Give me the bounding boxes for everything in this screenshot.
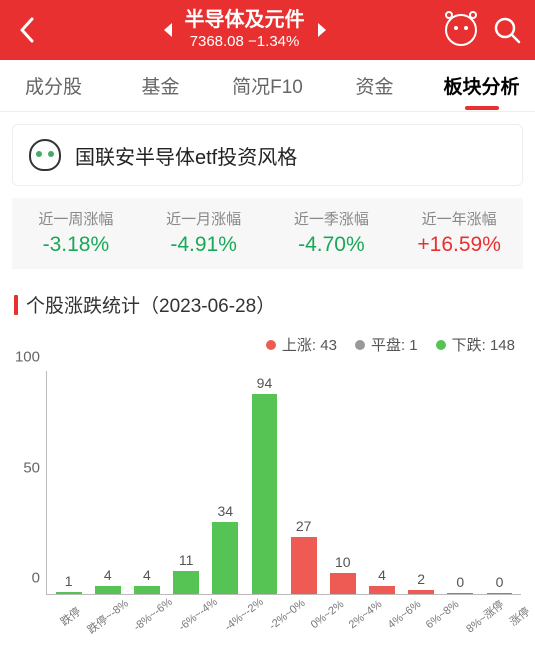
- bar-value-label: 4: [378, 567, 386, 583]
- bar-value-label: 1: [65, 573, 73, 589]
- bar-value-label: 94: [257, 375, 273, 391]
- bar-col-3: 11: [167, 371, 206, 594]
- section-title: 个股涨跌统计（2023-06-28）: [26, 291, 275, 318]
- stat-value: -4.70%: [268, 233, 396, 257]
- stat-3: 近一年涨幅 +16.59%: [395, 198, 523, 269]
- tab-3[interactable]: 资金: [321, 62, 428, 109]
- bar-col-11: 0: [480, 371, 519, 594]
- legend-up-text: 上涨: 43: [282, 334, 337, 355]
- bar-col-10: 0: [441, 371, 480, 594]
- chart-legend: 上涨: 43 平盘: 1 下跌: 148: [20, 334, 515, 355]
- bar-value-label: 4: [104, 567, 112, 583]
- bar: [252, 394, 278, 594]
- header: 半导体及元件 7368.08 −1.34%: [0, 0, 535, 60]
- tab-0[interactable]: 成分股: [0, 62, 107, 109]
- bar: [212, 522, 238, 594]
- tab-1[interactable]: 基金: [107, 62, 214, 109]
- bar-chart: 050100 14411349427104200 跌停跌停~-8%-8%~-6%…: [8, 363, 525, 643]
- bar-col-1: 4: [88, 371, 127, 594]
- y-axis: 050100: [8, 363, 44, 595]
- bar: [134, 586, 160, 594]
- y-tick: 0: [32, 570, 40, 587]
- invest-style-text: 国联安半导体etf投资风格: [75, 141, 297, 170]
- stat-label: 近一季涨幅: [268, 208, 396, 229]
- bar-value-label: 11: [179, 552, 194, 568]
- invest-style-card[interactable]: 国联安半导体etf投资风格: [12, 124, 523, 186]
- bar-value-label: 2: [417, 571, 425, 587]
- back-button[interactable]: [10, 17, 44, 43]
- y-tick: 100: [15, 349, 40, 366]
- header-subtitle: 7368.08 −1.34%: [185, 33, 305, 52]
- legend-flat-text: 平盘: 1: [371, 334, 418, 355]
- bar-value-label: 10: [335, 554, 351, 570]
- header-title: 半导体及元件: [185, 8, 305, 33]
- stat-value: +16.59%: [395, 233, 523, 257]
- bar-value-label: 0: [456, 574, 464, 590]
- y-tick: 50: [23, 459, 40, 476]
- legend-flat: 平盘: 1: [355, 334, 418, 355]
- robot-icon: [29, 139, 61, 171]
- tab-4[interactable]: 板块分析: [428, 62, 535, 109]
- bar-value-label: 27: [296, 518, 312, 534]
- bar-value-label: 4: [143, 567, 151, 583]
- tab-2[interactable]: 简况F10: [214, 62, 321, 109]
- triangle-left-icon: [162, 22, 174, 38]
- stat-0: 近一周涨幅 -3.18%: [12, 198, 140, 269]
- bar: [56, 592, 82, 594]
- bar-value-label: 0: [496, 574, 504, 590]
- stats-row: 近一周涨幅 -3.18%近一月涨幅 -4.91%近一季涨幅 -4.70% 近一年涨幅 +1…: [12, 198, 523, 269]
- bar: [173, 571, 199, 594]
- bar-col-4: 34: [206, 371, 245, 594]
- bar: [291, 537, 317, 594]
- stat-label: 近一年涨幅: [395, 208, 523, 229]
- stat-label: 近一月涨幅: [140, 208, 268, 229]
- stat-value: -4.91%: [140, 233, 268, 257]
- bar-col-2: 4: [127, 371, 166, 594]
- header-value: 7368.08: [190, 33, 244, 50]
- bar-value-label: 34: [217, 503, 233, 519]
- stat-1: 近一月涨幅 -4.91%: [140, 198, 268, 269]
- bar-col-8: 4: [362, 371, 401, 594]
- stat-label: 近一周涨幅: [12, 208, 140, 229]
- triangle-right-icon: [316, 22, 328, 38]
- header-change: −1.34%: [248, 33, 299, 50]
- dot-icon: [436, 340, 446, 350]
- legend-up: 上涨: 43: [266, 334, 337, 355]
- next-stock-button[interactable]: [315, 22, 329, 38]
- stat-2: 近一季涨幅 -4.70%: [268, 198, 396, 269]
- bar: [447, 593, 473, 594]
- tab-bar: 成分股基金简况F10资金板块分析: [0, 60, 535, 112]
- dot-icon: [266, 340, 276, 350]
- stat-value: -3.18%: [12, 233, 140, 257]
- section-header: 个股涨跌统计（2023-06-28）: [14, 291, 521, 318]
- chevron-left-icon: [19, 17, 35, 43]
- section-accent-bar: [14, 295, 18, 315]
- bar-col-9: 2: [402, 371, 441, 594]
- bars-container: 1 4 4 11 34 94 27 10 4 2 0 0: [47, 371, 521, 594]
- plot-area: 1 4 4 11 34 94 27 10 4 2 0 0: [46, 371, 521, 595]
- bar-col-7: 10: [323, 371, 362, 594]
- legend-down: 下跌: 148: [436, 334, 515, 355]
- legend-down-text: 下跌: 148: [452, 334, 515, 355]
- pig-icon[interactable]: [445, 14, 477, 46]
- bar-col-6: 27: [284, 371, 323, 594]
- x-axis-labels: 跌停跌停~-8%-8%~-6%-6%~-4%-4%~-2%-2%~0%0%~2%…: [46, 595, 521, 643]
- bar-col-0: 1: [49, 371, 88, 594]
- bar-col-5: 94: [245, 371, 284, 594]
- header-center: 半导体及元件 7368.08 −1.34%: [44, 8, 445, 52]
- prev-stock-button[interactable]: [161, 22, 175, 38]
- dot-icon: [355, 340, 365, 350]
- search-icon[interactable]: [493, 16, 521, 44]
